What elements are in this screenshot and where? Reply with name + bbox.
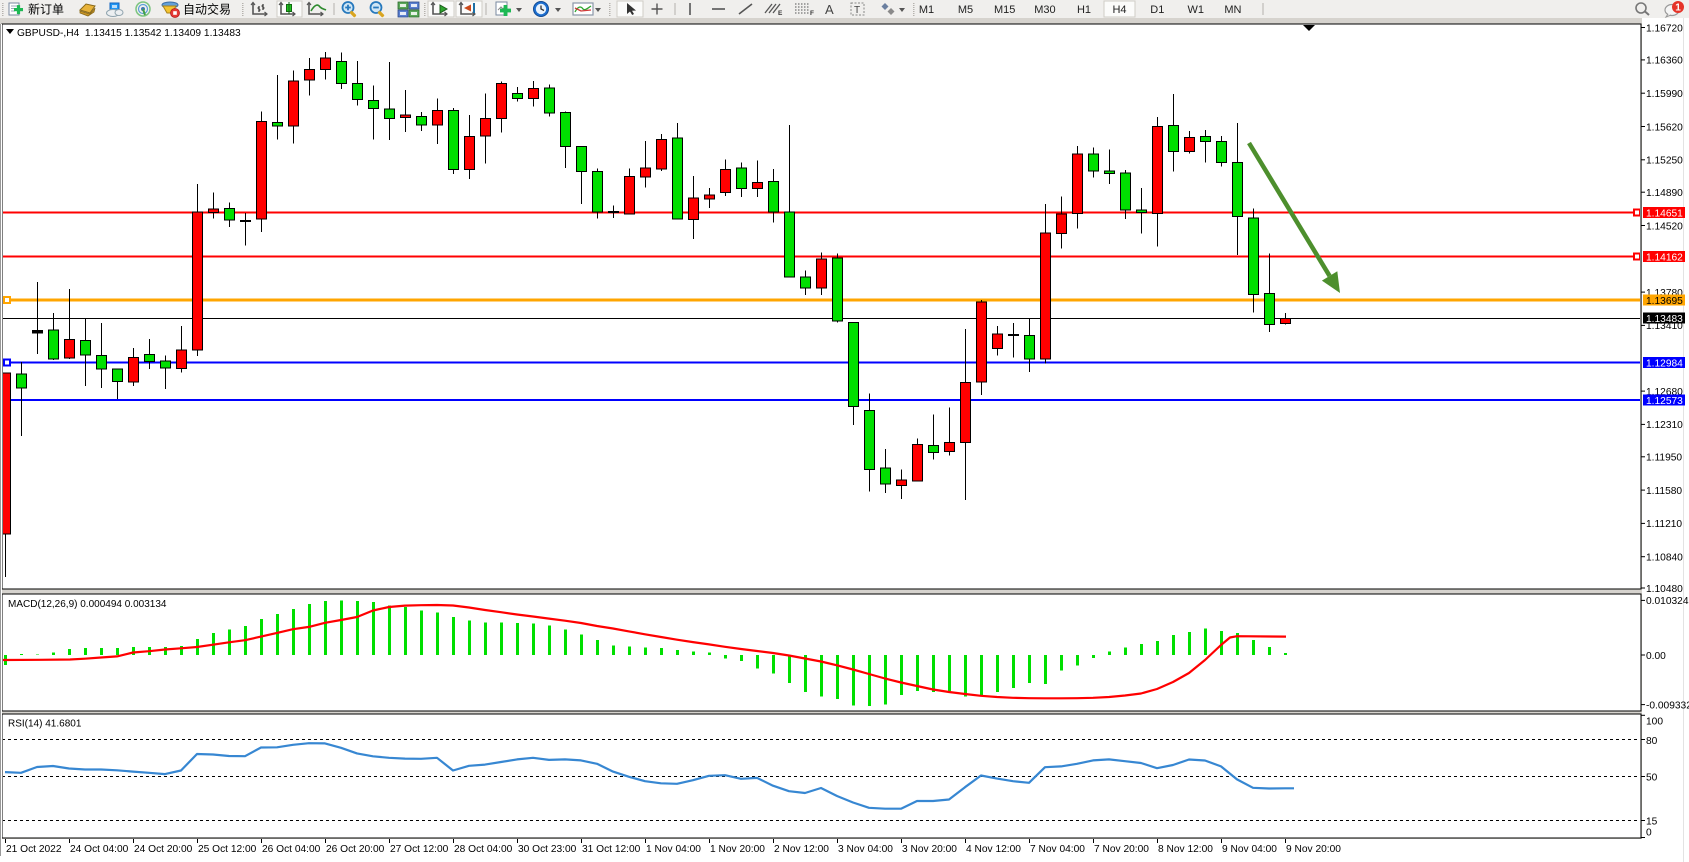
svg-text:1.11950: 1.11950 — [1646, 453, 1682, 464]
svg-text:1.16360: 1.16360 — [1646, 56, 1683, 67]
svg-text:80: 80 — [1646, 736, 1658, 747]
svg-text:1.13695: 1.13695 — [1646, 296, 1683, 307]
svg-text:1.12984: 1.12984 — [1646, 358, 1683, 369]
svg-text:-0.009332: -0.009332 — [1646, 700, 1689, 711]
svg-text:H4: H4 — [1112, 4, 1126, 16]
svg-text:1.11580: 1.11580 — [1646, 486, 1682, 497]
svg-text:1 Nov 04:00: 1 Nov 04:00 — [646, 844, 701, 855]
svg-text:M1: M1 — [919, 4, 934, 16]
svg-text:25 Oct 12:00: 25 Oct 12:00 — [198, 844, 257, 855]
svg-text:7 Nov 04:00: 7 Nov 04:00 — [1030, 844, 1085, 855]
svg-text:H1: H1 — [1077, 4, 1091, 16]
svg-text:1.11210: 1.11210 — [1646, 519, 1682, 530]
svg-text:1.10480: 1.10480 — [1646, 584, 1683, 595]
svg-text:F: F — [810, 10, 814, 17]
svg-text:1.12573: 1.12573 — [1646, 396, 1683, 407]
svg-text:26 Oct 20:00: 26 Oct 20:00 — [326, 844, 385, 855]
svg-text:M5: M5 — [958, 4, 973, 16]
svg-text:1.15250: 1.15250 — [1646, 156, 1683, 167]
svg-text:MACD(12,26,9) 0.000494 0.00313: MACD(12,26,9) 0.000494 0.003134 — [8, 599, 167, 610]
svg-text:M30: M30 — [1034, 4, 1055, 16]
svg-text:15: 15 — [1646, 816, 1658, 827]
svg-text:1.10840: 1.10840 — [1646, 553, 1683, 564]
svg-text:1.14162: 1.14162 — [1646, 252, 1683, 263]
svg-text:1.12680: 1.12680 — [1646, 387, 1683, 398]
svg-text:E: E — [778, 10, 783, 17]
svg-text:2 Nov 12:00: 2 Nov 12:00 — [774, 844, 829, 855]
svg-text:0.010324: 0.010324 — [1646, 596, 1689, 607]
svg-text:1.15990: 1.15990 — [1646, 89, 1683, 100]
svg-text:0: 0 — [1646, 827, 1652, 838]
svg-text:24 Oct 20:00: 24 Oct 20:00 — [134, 844, 193, 855]
svg-text:W1: W1 — [1188, 4, 1205, 16]
svg-text:7 Nov 20:00: 7 Nov 20:00 — [1094, 844, 1149, 855]
svg-text:27 Oct 12:00: 27 Oct 12:00 — [390, 844, 449, 855]
svg-text:3 Nov 20:00: 3 Nov 20:00 — [902, 844, 957, 855]
svg-text:26 Oct 04:00: 26 Oct 04:00 — [262, 844, 321, 855]
svg-text:9 Nov 20:00: 9 Nov 20:00 — [1286, 844, 1341, 855]
svg-text:31 Oct 12:00: 31 Oct 12:00 — [582, 844, 641, 855]
svg-text:自动交易: 自动交易 — [183, 2, 231, 17]
svg-text:1.14890: 1.14890 — [1646, 188, 1683, 199]
svg-text:RSI(14) 41.6801: RSI(14) 41.6801 — [8, 719, 82, 730]
svg-text:1: 1 — [1675, 3, 1681, 14]
svg-text:28 Oct 04:00: 28 Oct 04:00 — [454, 844, 513, 855]
svg-text:T: T — [854, 5, 860, 16]
svg-text:1.13483: 1.13483 — [1646, 314, 1683, 325]
svg-text:1.12310: 1.12310 — [1646, 420, 1683, 431]
svg-text:30 Oct 23:00: 30 Oct 23:00 — [518, 844, 577, 855]
svg-text:D1: D1 — [1150, 4, 1164, 16]
svg-text:1 Nov 20:00: 1 Nov 20:00 — [710, 844, 765, 855]
svg-text:8 Nov 12:00: 8 Nov 12:00 — [1158, 844, 1213, 855]
svg-text:GBPUSD-,H4 1.13415 1.13542 1.: GBPUSD-,H4 1.13415 1.13542 1.13409 1.134… — [17, 28, 241, 39]
svg-text:100: 100 — [1646, 717, 1663, 728]
svg-text:9 Nov 04:00: 9 Nov 04:00 — [1222, 844, 1277, 855]
svg-text:3 Nov 04:00: 3 Nov 04:00 — [838, 844, 893, 855]
svg-text:50: 50 — [1646, 772, 1658, 783]
svg-text:0.00: 0.00 — [1646, 651, 1666, 662]
svg-text:新订单: 新订单 — [28, 2, 64, 17]
svg-text:1.15620: 1.15620 — [1646, 122, 1683, 133]
svg-text:4 Nov 12:00: 4 Nov 12:00 — [966, 844, 1021, 855]
svg-text:1.14651: 1.14651 — [1646, 208, 1683, 219]
svg-text:1.13780: 1.13780 — [1646, 288, 1683, 299]
svg-text:1.14520: 1.14520 — [1646, 221, 1683, 232]
svg-text:24 Oct 04:00: 24 Oct 04:00 — [70, 844, 129, 855]
svg-text:M15: M15 — [994, 4, 1015, 16]
svg-text:1.16720: 1.16720 — [1646, 23, 1683, 34]
svg-text:MN: MN — [1224, 4, 1241, 16]
svg-text:A: A — [825, 2, 834, 17]
svg-text:21 Oct 2022: 21 Oct 2022 — [6, 844, 62, 855]
svg-text:1.13410: 1.13410 — [1646, 321, 1683, 332]
